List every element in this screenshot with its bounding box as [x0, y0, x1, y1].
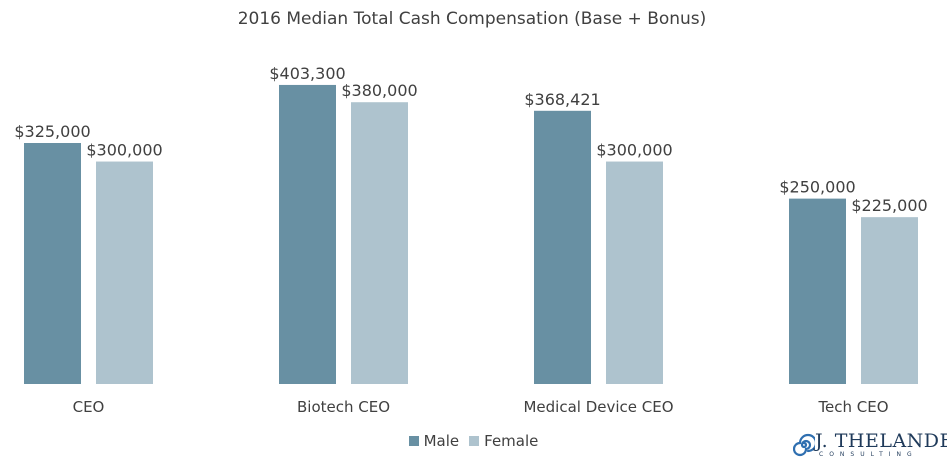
- legend-swatch-male: [408, 436, 419, 446]
- category-label-ceo: CEO: [73, 398, 105, 416]
- data-label-biotech-ceo-female: $380,000: [341, 81, 417, 100]
- legend: Male Female: [0, 432, 947, 450]
- data-label-medical-device-ceo-male: $368,421: [524, 90, 600, 109]
- legend-label-male: Male: [423, 432, 460, 450]
- company-logo: J. THELANDER CONSULTING: [793, 430, 947, 460]
- chart-title: 2016 Median Total Cash Compensation (Bas…: [238, 9, 707, 29]
- data-label-tech-ceo-female: $225,000: [851, 196, 927, 215]
- legend-swatch-female: [469, 436, 480, 446]
- bar-ceo-male: [24, 143, 81, 384]
- data-label-medical-device-ceo-female: $300,000: [596, 141, 672, 160]
- bar-medical-device-ceo-female: [606, 161, 663, 384]
- logo-name: J. THELANDER: [815, 430, 947, 452]
- data-label-ceo-male: $325,000: [14, 122, 90, 141]
- bar-biotech-ceo-female: [351, 102, 408, 384]
- category-label-tech-ceo: Tech CEO: [817, 398, 888, 416]
- bar-ceo-female: [96, 161, 153, 384]
- bar-tech-ceo-female: [861, 217, 918, 384]
- data-label-biotech-ceo-male: $403,300: [269, 64, 345, 83]
- plot-area: $325,000$300,000CEO$403,300$380,000Biote…: [14, 64, 927, 416]
- category-label-medical-device-ceo: Medical Device CEO: [523, 398, 673, 416]
- logo-subtitle: CONSULTING: [819, 451, 918, 458]
- category-label-biotech-ceo: Biotech CEO: [297, 398, 390, 416]
- bar-biotech-ceo-male: [279, 84, 336, 385]
- bar-tech-ceo-male: [789, 198, 846, 384]
- data-label-ceo-female: $300,000: [86, 141, 162, 160]
- bar-medical-device-ceo-male: [534, 110, 591, 384]
- legend-item-female: Female: [469, 432, 538, 450]
- spiral-logo-icon: [793, 433, 815, 457]
- legend-label-female: Female: [484, 432, 539, 450]
- data-label-tech-ceo-male: $250,000: [779, 178, 855, 197]
- legend-item-male: Male: [408, 432, 460, 450]
